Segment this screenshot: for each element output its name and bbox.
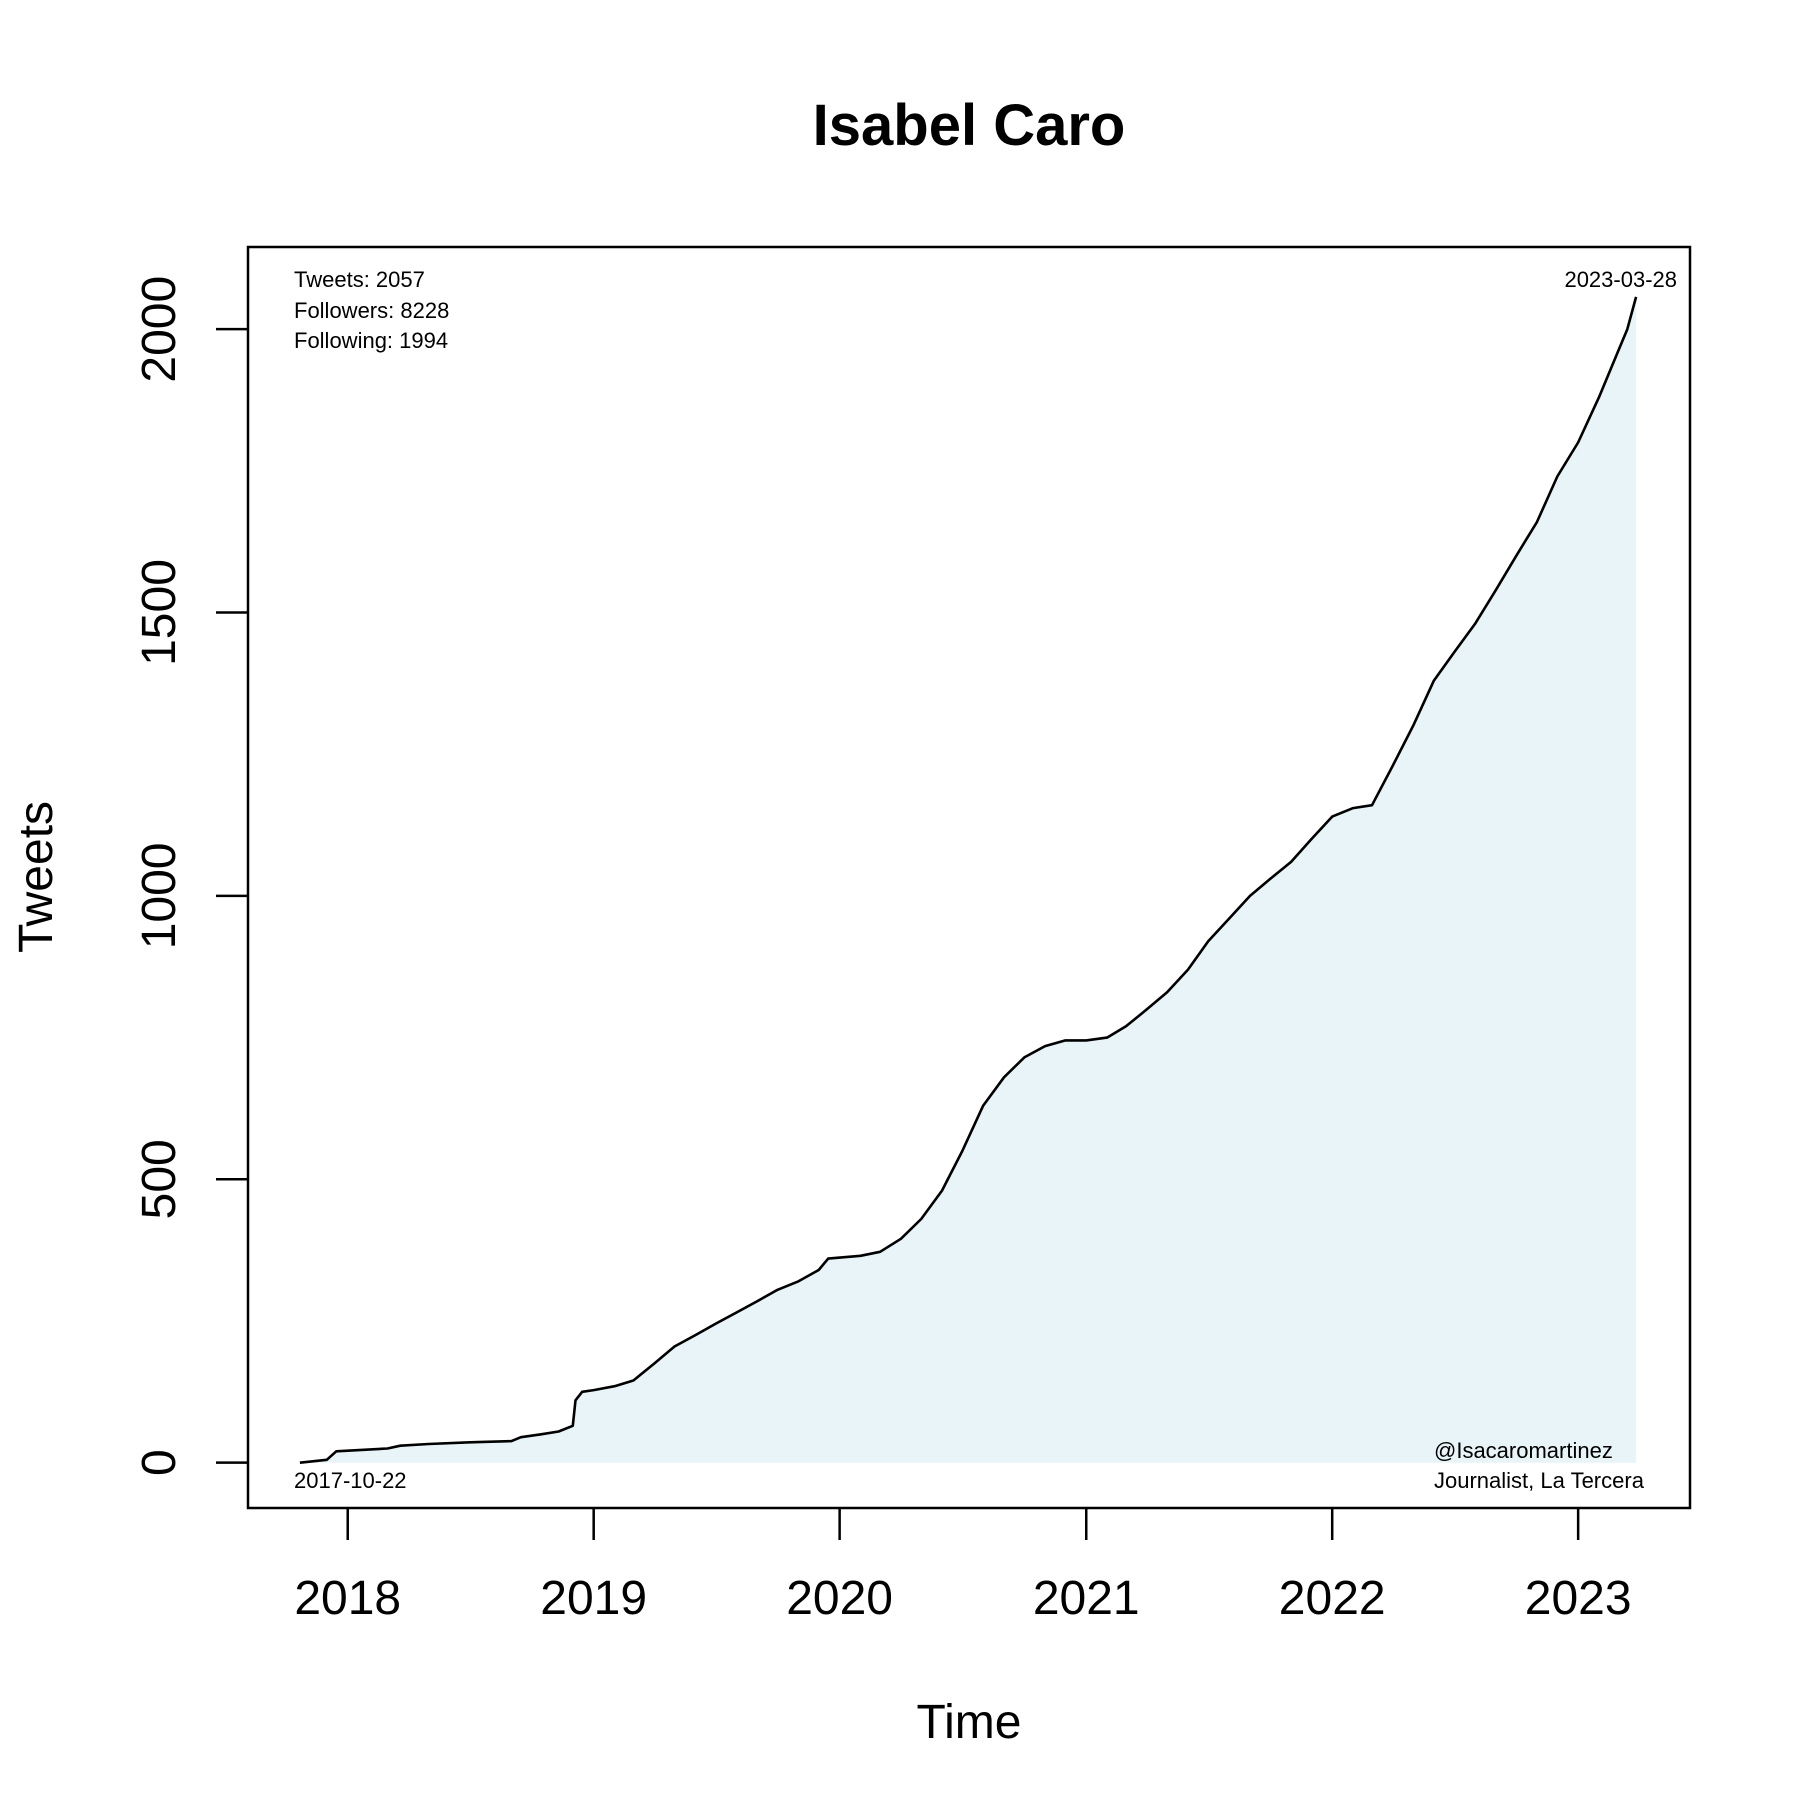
y-tick-label: 0: [133, 1449, 186, 1476]
tweets-count-label: Tweets: 2057: [294, 267, 425, 292]
plot-frame: [246, 245, 1692, 1510]
cumulative-tweets-area: [299, 296, 1637, 1463]
cumulative-tweets-line: [299, 296, 1638, 1464]
x-tick-label: 2023: [1525, 1572, 1632, 1625]
chart-title: Isabel Caro: [813, 93, 1126, 158]
y-axis-label: Tweets: [10, 801, 63, 953]
start-date-label: 2017-10-22: [294, 1468, 407, 1493]
following-count-label: Following: 1994: [294, 328, 448, 353]
x-tick-label: 2022: [1279, 1572, 1386, 1625]
y-tick-label: 500: [133, 1139, 186, 1219]
y-tick-label: 2000: [133, 276, 186, 383]
x-tick-label: 2019: [540, 1572, 647, 1625]
x-axis-label: Time: [917, 1696, 1022, 1749]
account-bio-label: Journalist, La Tercera: [1434, 1468, 1645, 1493]
x-tick-label: 2020: [786, 1572, 893, 1625]
followers-count-label: Followers: 8228: [294, 298, 449, 323]
end-date-label: 2023-03-28: [1564, 267, 1677, 292]
y-axis: 0 500 1000 1500 2000: [133, 276, 248, 1476]
x-tick-label: 2021: [1033, 1572, 1140, 1625]
y-tick-label: 1500: [133, 559, 186, 666]
y-tick-label: 1000: [133, 843, 186, 950]
x-axis: 2018 2019 2020 2021 2022 2023: [294, 1508, 1632, 1625]
x-tick-label: 2018: [294, 1572, 401, 1625]
account-handle-label: @Isacaromartinez: [1434, 1438, 1613, 1463]
